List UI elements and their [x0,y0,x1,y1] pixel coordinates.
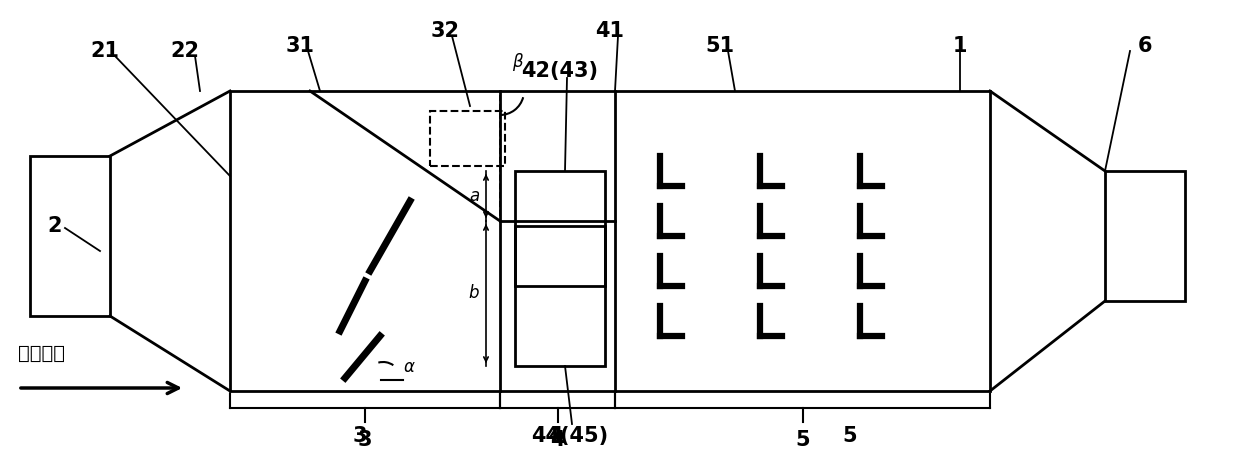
Bar [515,226,605,366]
Text: 22: 22 [171,41,200,61]
Text: 42(43): 42(43) [522,61,599,81]
Bar [30,156,110,316]
Bar [430,111,505,166]
Bar [515,171,605,286]
Text: 3: 3 [352,426,367,446]
Text: a: a [469,187,479,205]
Text: $\beta$: $\beta$ [512,51,525,73]
Text: 5: 5 [795,430,810,450]
Text: 44(45): 44(45) [532,426,609,446]
Text: 3: 3 [358,430,372,450]
Bar [229,91,990,391]
Text: $\alpha$: $\alpha$ [403,358,415,376]
Text: 32: 32 [430,21,460,41]
Text: b: b [469,285,479,302]
Text: 6: 6 [1138,36,1152,56]
Text: 5: 5 [843,426,857,446]
Text: 51: 51 [706,36,734,56]
Bar [1105,171,1185,301]
Text: 4: 4 [551,430,564,450]
Text: 21: 21 [91,41,119,61]
Text: 1: 1 [952,36,967,56]
Text: 31: 31 [285,36,315,56]
Text: 烟气流向: 烟气流向 [19,343,64,363]
Text: 41: 41 [595,21,625,41]
Text: 4: 4 [548,426,562,446]
Text: 2: 2 [48,216,62,236]
